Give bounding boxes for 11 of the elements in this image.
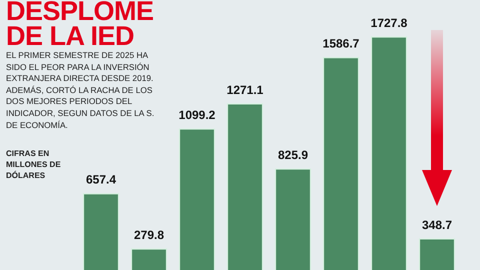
data-label: 1727.8 (370, 16, 408, 30)
data-label: 657.4 (86, 172, 116, 187)
data-label: 1586.7 (322, 36, 360, 51)
chart-title: DESPLOME DE LA IED (6, 0, 155, 51)
data-label: 1099.2 (178, 108, 216, 122)
data-label: 825.9 (278, 148, 308, 162)
text: CIFRAS EN MILLONES DE DÓLARES (6, 148, 62, 181)
data-label: 1271.1 (226, 82, 264, 97)
data-label: 279.8 (134, 228, 164, 242)
text: EL PRIMER SEMESTRE DE 2025 HA SIDO EL PEOR PARA LA INVERSIÓN EXTRANJERA DIRECTA DESDE 2019. ADEMÁS, CORTÓ LA RACHA DE LOS DOS MEJORES PERIODOS DEL INDICADOR, SEGUN DATOS DE LA S. DE ECONOMÍA. (6, 50, 156, 132)
data-label: 348.7 (422, 218, 452, 232)
